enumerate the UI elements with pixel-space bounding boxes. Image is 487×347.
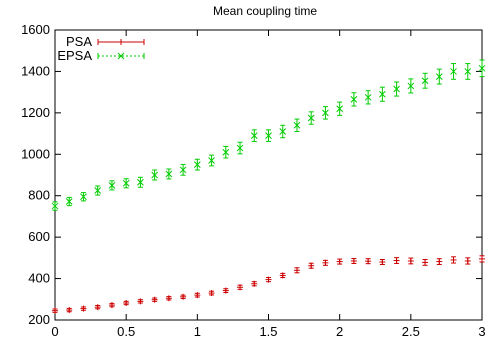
data-point xyxy=(336,258,343,265)
y-tick-label: 1000 xyxy=(21,146,50,161)
data-point xyxy=(80,305,87,312)
data-point xyxy=(393,81,400,97)
x-tick-label: 2.5 xyxy=(402,324,420,339)
data-point xyxy=(479,255,485,263)
data-point xyxy=(308,262,315,269)
data-point xyxy=(94,185,102,196)
x-tick-label: 0.5 xyxy=(117,324,135,339)
data-point xyxy=(193,158,201,171)
x-tick-label: 2 xyxy=(336,324,343,339)
data-point xyxy=(279,272,286,279)
data-point xyxy=(350,257,357,264)
data-point xyxy=(350,92,358,107)
data-point xyxy=(123,300,130,307)
data-point xyxy=(208,290,215,297)
x-tick-label: 0 xyxy=(51,324,58,339)
data-point xyxy=(293,118,301,132)
data-point xyxy=(279,124,287,139)
data-point xyxy=(137,298,144,305)
legend-key-psa xyxy=(97,39,145,45)
data-point xyxy=(66,307,73,314)
data-point xyxy=(265,129,272,142)
data-point xyxy=(165,295,172,302)
data-point xyxy=(379,86,386,102)
data-point xyxy=(108,302,115,309)
data-point xyxy=(151,296,158,303)
y-tick-label: 1400 xyxy=(21,63,50,78)
series-layer xyxy=(51,59,486,314)
y-tick-label: 400 xyxy=(28,271,50,286)
data-point xyxy=(364,90,372,105)
y-tick-label: 1600 xyxy=(21,22,50,37)
data-point xyxy=(293,267,300,274)
data-point xyxy=(108,180,116,191)
legend-label-epsa: EPSA xyxy=(57,48,92,63)
data-point xyxy=(393,257,400,264)
series-epsa xyxy=(51,59,486,211)
data-point xyxy=(65,196,73,207)
chart-title: Mean coupling time xyxy=(213,4,317,18)
data-point xyxy=(379,259,386,265)
y-tick-label: 1200 xyxy=(21,105,50,120)
data-point xyxy=(165,168,173,180)
data-point xyxy=(464,257,471,265)
data-point xyxy=(436,258,443,265)
x-tick-label: 1.5 xyxy=(259,324,277,339)
data-point xyxy=(322,106,329,120)
data-point xyxy=(237,284,244,291)
data-point xyxy=(80,192,87,202)
data-point xyxy=(250,129,258,142)
data-point xyxy=(407,78,415,94)
data-point xyxy=(407,257,414,265)
series-psa xyxy=(52,255,485,314)
data-point xyxy=(222,145,230,159)
legend-label-psa: PSA xyxy=(66,34,92,49)
data-point xyxy=(365,258,372,265)
data-point xyxy=(208,154,215,167)
data-point xyxy=(222,287,229,294)
legend-key-epsa xyxy=(97,52,145,60)
data-point xyxy=(422,259,429,266)
axes: 0 0.5 1 1.5 2 2.5 3 200 400 600 800 1000 1200 1400 160… xyxy=(21,22,486,339)
data-point xyxy=(180,293,187,300)
data-point xyxy=(51,201,59,211)
data-point xyxy=(151,169,158,181)
y-tick-label: 800 xyxy=(28,188,50,203)
data-point xyxy=(265,276,272,283)
data-point xyxy=(322,259,329,266)
data-point xyxy=(122,178,130,189)
x-tick-label: 3 xyxy=(478,324,485,339)
data-point xyxy=(236,141,244,155)
y-tick-label: 600 xyxy=(28,229,50,244)
data-point xyxy=(450,256,457,264)
data-point xyxy=(421,72,429,89)
data-point xyxy=(137,176,144,188)
plot-frame xyxy=(54,29,483,321)
data-point xyxy=(194,292,201,299)
data-point xyxy=(179,163,187,176)
data-point xyxy=(464,63,472,80)
y-tick-label: 200 xyxy=(28,312,50,327)
x-tick-label: 1 xyxy=(194,324,201,339)
data-point xyxy=(307,111,315,125)
data-point xyxy=(94,304,101,311)
data-point xyxy=(336,101,344,116)
data-point xyxy=(450,63,457,80)
data-point xyxy=(435,68,443,85)
data-point xyxy=(251,280,258,287)
data-point xyxy=(478,59,486,78)
data-point xyxy=(52,307,58,314)
